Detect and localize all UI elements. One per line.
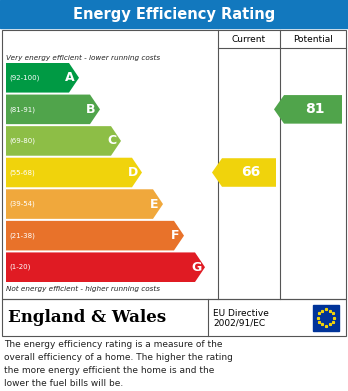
Text: (55-68): (55-68) [9, 169, 35, 176]
Text: (39-54): (39-54) [9, 201, 35, 207]
Text: Current: Current [232, 34, 266, 43]
Text: 81: 81 [305, 102, 325, 117]
Polygon shape [274, 95, 342, 124]
Polygon shape [6, 253, 205, 282]
Text: Very energy efficient - lower running costs: Very energy efficient - lower running co… [6, 55, 160, 61]
Text: The energy efficiency rating is a measure of the
overall efficiency of a home. T: The energy efficiency rating is a measur… [4, 340, 233, 387]
Text: (21-38): (21-38) [9, 232, 35, 239]
Polygon shape [6, 63, 79, 93]
Text: A: A [65, 71, 75, 84]
Polygon shape [6, 126, 121, 156]
Text: G: G [191, 261, 201, 274]
Text: 2002/91/EC: 2002/91/EC [213, 318, 265, 327]
Text: (92-100): (92-100) [9, 75, 39, 81]
Polygon shape [212, 158, 276, 187]
Polygon shape [6, 95, 100, 124]
Text: F: F [171, 229, 179, 242]
Text: 66: 66 [242, 165, 261, 179]
Text: Not energy efficient - higher running costs: Not energy efficient - higher running co… [6, 286, 160, 292]
Text: EU Directive: EU Directive [213, 309, 269, 318]
Text: B: B [86, 103, 96, 116]
Polygon shape [6, 221, 184, 250]
Text: Potential: Potential [293, 34, 333, 43]
Text: (69-80): (69-80) [9, 138, 35, 144]
Bar [313, 305, 339, 330]
Text: C: C [108, 135, 117, 147]
Bar [2, 299, 346, 336]
Bar [2, 30, 346, 299]
Text: (1-20): (1-20) [9, 264, 30, 271]
Polygon shape [6, 158, 142, 187]
Text: Energy Efficiency Rating: Energy Efficiency Rating [73, 7, 275, 22]
Text: E: E [150, 197, 158, 211]
Text: (81-91): (81-91) [9, 106, 35, 113]
Polygon shape [6, 189, 163, 219]
Bar [0, 0, 348, 28]
Text: England & Wales: England & Wales [8, 309, 166, 326]
Text: D: D [128, 166, 138, 179]
